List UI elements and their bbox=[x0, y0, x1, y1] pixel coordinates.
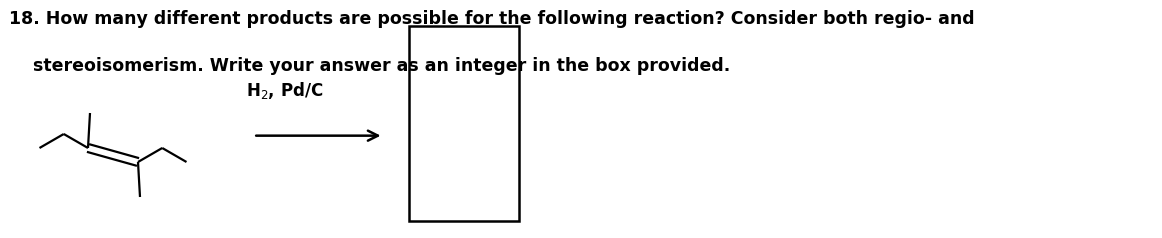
Text: 18. How many different products are possible for the following reaction? Conside: 18. How many different products are poss… bbox=[9, 10, 975, 28]
Bar bbox=[409, 26, 519, 221]
Text: H$_2$, Pd/C: H$_2$, Pd/C bbox=[246, 80, 323, 101]
Text: stereoisomerism. Write your answer as an integer in the box provided.: stereoisomerism. Write your answer as an… bbox=[9, 57, 731, 75]
